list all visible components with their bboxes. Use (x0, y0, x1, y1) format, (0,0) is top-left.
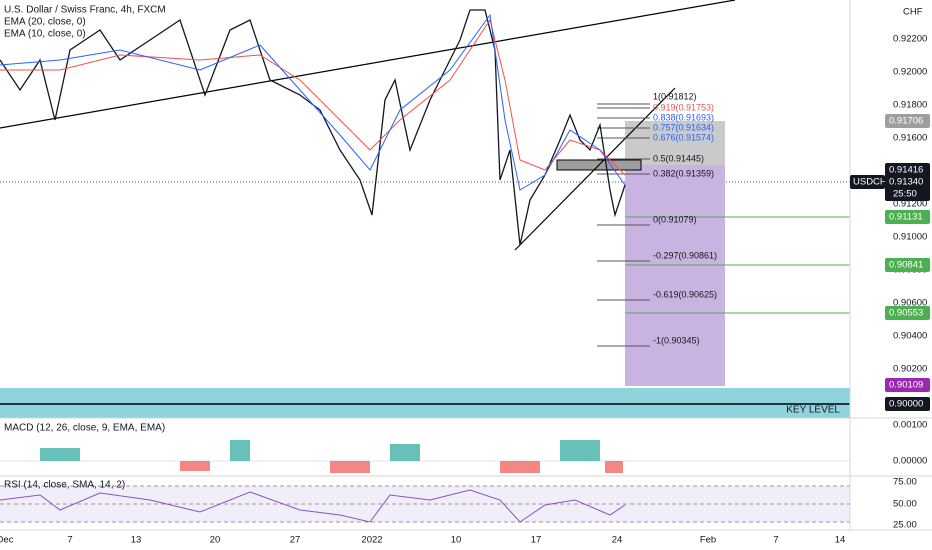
badge-bg (885, 175, 930, 201)
macd-axis: 0.00100 (893, 420, 927, 431)
price-label: 0.91000 (893, 232, 927, 243)
fib-label: -0.297(0.90861) (653, 250, 717, 260)
rsi-axis: 25.00 (893, 520, 917, 531)
fib-label: 1(0.91812) (653, 91, 697, 101)
date-label: 7 (67, 535, 72, 546)
price-label: 0.90200 (893, 364, 927, 375)
key-level-label: KEY LEVEL (786, 405, 840, 416)
date-label: 7 (773, 535, 778, 546)
badge-text: 0.90841 (889, 260, 923, 271)
badge-bg (885, 378, 930, 392)
fib-label: 0.676(0.91574) (653, 132, 714, 142)
indicator-label: EMA (20, close, 0) (4, 17, 86, 28)
rsi-levels (0, 485, 850, 523)
fib-label: -0.619(0.90625) (653, 289, 717, 299)
fib-label: 0.919(0.91753) (653, 102, 714, 112)
fib-labels: 1(0.91812) 0.919(0.91753) 0.838(0.91693)… (653, 91, 717, 345)
chart-title: U.S. Dollar / Swiss Franc, 4h, FXCM (4, 5, 166, 16)
badge-text: 0.91131 (889, 212, 923, 223)
date-label: Feb (700, 535, 716, 546)
date-label: 27 (290, 535, 301, 546)
badge-text: 0.90109 (889, 380, 923, 391)
ema-10 (0, 13, 626, 191)
price-label: 0.91200 (893, 199, 927, 210)
date-label: 14 (835, 535, 846, 546)
fib-label: -1(0.90345) (653, 335, 700, 345)
currency: CHF (903, 7, 923, 18)
date-label: 13 (131, 535, 142, 546)
date-label: Dec (0, 535, 14, 546)
macd-histogram (40, 440, 623, 473)
indicator-label: EMA (10, close, 0) (4, 29, 86, 40)
badge-bg (850, 175, 885, 189)
fib-label: 0.382(0.91359) (653, 168, 714, 178)
date-label: 2022 (361, 535, 382, 546)
price-path (0, 9, 626, 246)
price-label: 0.92000 (893, 67, 927, 78)
date-label: 20 (210, 535, 221, 546)
price-badges: 0.91706 0.91416 USDCHF 0.91340 25:50 0.9… (850, 114, 930, 411)
fib-label: 0.757(0.91634) (653, 122, 714, 132)
countdown: 25:50 (893, 189, 917, 200)
macd-label: MACD (12, 26, close, 9, EMA, EMA) (4, 423, 165, 434)
macd-axis: 0.00000 (893, 456, 927, 467)
badge-text: 0.90000 (889, 399, 923, 410)
trendline (514, 87, 676, 251)
risk-zone (625, 165, 725, 386)
price-label: 0.92200 (893, 34, 927, 45)
fib-label: 0.5(0.91445) (653, 153, 704, 163)
rsi-axis: 75.00 (893, 477, 917, 488)
badge-bg (885, 210, 930, 224)
date-label: 24 (612, 535, 623, 546)
badge-bg (885, 258, 930, 272)
symbol-badge: USDCHF (853, 177, 893, 188)
price-label: 0.90600 (893, 298, 927, 309)
price-label: 0.91800 (893, 100, 927, 111)
badge-bg (885, 163, 930, 177)
badge-bg (885, 306, 930, 320)
fib-label: 0(0.91079) (653, 214, 697, 224)
time-axis: Dec 7 13 20 27 2022 10 17 24 Feb 7 14 (0, 535, 845, 546)
rsi-axis: 50.00 (893, 499, 917, 510)
date-label: 17 (531, 535, 542, 546)
badge-text: 0.91706 (889, 116, 923, 127)
date-label: 10 (451, 535, 462, 546)
price-label: 0.90400 (893, 331, 927, 342)
badge-bg (885, 114, 930, 128)
rsi-line (0, 489, 626, 523)
badge-text: 0.91416 (889, 165, 923, 176)
price-label: 0.91600 (893, 133, 927, 144)
rsi-label: RSI (14, close, SMA, 14, 2) (4, 480, 125, 491)
last-price: 0.91340 (889, 177, 923, 188)
badge-text: 0.90553 (889, 308, 923, 319)
trendline (0, 0, 736, 129)
key-level-zone (0, 388, 850, 418)
level-lines (625, 216, 850, 314)
badge-bg (885, 397, 930, 411)
fib-label: 0.838(0.91693) (653, 112, 714, 122)
